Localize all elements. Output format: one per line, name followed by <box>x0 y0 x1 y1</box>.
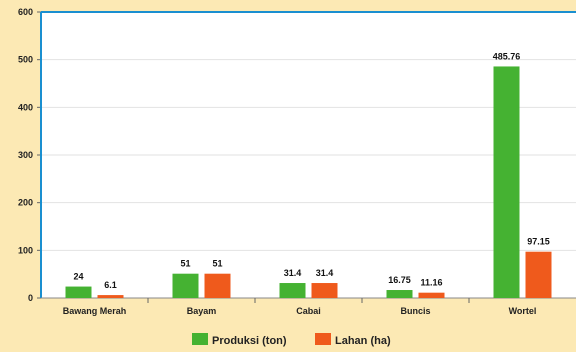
y-tick-label: 600 <box>18 7 33 17</box>
y-tick-label: 300 <box>18 150 33 160</box>
data-label-produksi: 51 <box>180 259 190 269</box>
bar-produksi <box>493 66 520 298</box>
data-label-lahan: 51 <box>212 259 222 269</box>
x-category-label: Bawang Merah <box>63 306 127 316</box>
data-label-lahan: 97.15 <box>527 237 550 247</box>
bar-lahan <box>311 283 338 298</box>
data-label-produksi: 24 <box>73 272 83 282</box>
bar-lahan <box>204 273 231 298</box>
y-tick-label: 500 <box>18 55 33 65</box>
data-label-lahan: 11.16 <box>420 278 442 288</box>
bar-produksi <box>65 286 92 298</box>
legend-label-0: Produksi (ton) <box>212 335 287 347</box>
x-category-label: Buncis <box>400 306 430 316</box>
x-category-label: Bayam <box>187 306 217 316</box>
data-label-produksi: 485.76 <box>493 51 521 61</box>
bar-produksi <box>386 290 413 298</box>
data-label-produksi: 16.75 <box>388 275 411 285</box>
data-label-lahan: 31.4 <box>316 268 334 278</box>
bar-lahan <box>525 251 552 298</box>
y-tick-label: 100 <box>18 245 33 255</box>
bar-lahan <box>418 292 445 298</box>
bar-produksi <box>172 273 199 298</box>
bar-lahan <box>97 295 124 298</box>
x-category-label: Wortel <box>509 306 537 316</box>
y-tick-label: 200 <box>18 198 33 208</box>
x-category-label: Cabai <box>296 306 321 316</box>
legend-label-1: Lahan (ha) <box>335 335 391 347</box>
data-label-lahan: 6.1 <box>104 280 117 290</box>
legend-swatch-0 <box>192 333 208 345</box>
bar-produksi <box>279 283 306 298</box>
y-tick-label: 400 <box>18 102 33 112</box>
data-label-produksi: 31.4 <box>284 268 302 278</box>
y-tick-label: 0 <box>28 293 33 303</box>
legend-swatch-1 <box>315 333 331 345</box>
